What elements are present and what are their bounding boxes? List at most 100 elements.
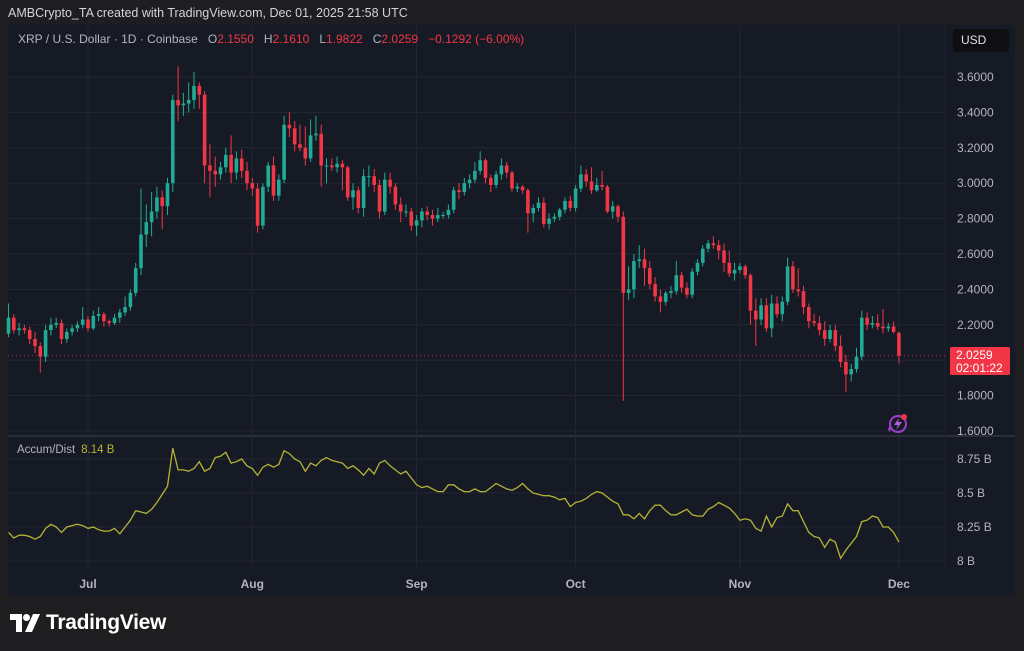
candle-body (838, 346, 843, 362)
candle (388, 172, 392, 194)
candle-body (653, 284, 657, 297)
candle (716, 239, 721, 260)
bar-countdown: 02:01:22 (956, 361, 1003, 375)
candle-body (732, 269, 737, 274)
candle-body (542, 202, 546, 224)
candle (59, 319, 64, 345)
candle (648, 261, 652, 290)
candle (568, 195, 573, 212)
candle (865, 312, 869, 331)
candle (785, 257, 790, 306)
candle-body (796, 289, 800, 292)
axes: 3.6000 3.4000 3.2000 3.0000 2.8000 2.6000 2.40… (79, 70, 994, 591)
candle-body (679, 275, 684, 288)
candle (526, 188, 530, 233)
candle (489, 174, 493, 193)
candle (791, 261, 795, 293)
candle (732, 262, 737, 281)
candle-body (436, 215, 440, 219)
lightning-bolt-sparkle-icon[interactable] (884, 412, 910, 436)
candle (377, 179, 382, 219)
candle-body (632, 261, 636, 290)
candle (351, 183, 355, 210)
candle (33, 331, 37, 354)
candle (250, 177, 255, 196)
time-tick-label: Dec (888, 577, 910, 591)
currency-button[interactable]: USD (953, 29, 1009, 52)
candle (70, 324, 74, 336)
candle (542, 197, 546, 228)
candle (319, 124, 323, 187)
candle-body (314, 133, 318, 136)
price-tick-label: 3.4000 (957, 105, 994, 119)
candle-body (775, 303, 779, 315)
candle (65, 328, 69, 343)
candle (271, 156, 276, 201)
candle (245, 161, 249, 191)
candle-body (86, 319, 90, 329)
price-tick-label: 1.8000 (957, 389, 994, 403)
candle-body (171, 100, 175, 184)
candle-body (27, 330, 32, 339)
candle (807, 303, 811, 329)
candle-body (393, 186, 398, 205)
candle-body (345, 167, 350, 198)
candle-body (298, 144, 302, 148)
candle-body (65, 331, 69, 339)
candle-body (155, 197, 159, 212)
candle (796, 268, 800, 297)
candle (86, 315, 90, 332)
candle-body (568, 200, 573, 208)
candle-body (764, 305, 769, 329)
candle (186, 82, 191, 113)
candle-body (197, 85, 202, 95)
candle (197, 82, 202, 109)
candle (610, 200, 615, 219)
price-tick-label: 2.2000 (957, 318, 994, 332)
candle (38, 342, 43, 373)
candle-body (886, 326, 891, 329)
chart-panel[interactable] (8, 25, 1015, 596)
candle (292, 121, 297, 152)
candle-body (59, 323, 64, 339)
candle (181, 92, 186, 116)
candle (165, 177, 170, 216)
candle (557, 207, 562, 221)
candle (838, 335, 843, 368)
candle (6, 303, 11, 338)
candle (340, 160, 345, 191)
accum-dist-line (8, 447, 900, 560)
candle (96, 307, 101, 322)
symbol-legend[interactable]: XRP / U.S. Dollar · 1D · Coinbase O2.155… (18, 32, 524, 46)
accum-dist-pane (8, 447, 900, 560)
candle-body (822, 330, 827, 339)
indicator-name: Accum/Dist (17, 444, 76, 456)
candle (139, 188, 143, 276)
candle-body (181, 103, 186, 106)
candle (897, 331, 901, 364)
candle (335, 156, 339, 173)
candle-body (801, 291, 806, 308)
price-tick-label: 2.6000 (957, 247, 994, 261)
candle (409, 207, 414, 231)
candle (80, 307, 85, 329)
candle-body (510, 172, 514, 189)
candle-body (690, 271, 694, 295)
candle-body (897, 332, 901, 356)
candle-body (404, 211, 408, 213)
candle (499, 158, 504, 180)
candle (769, 294, 774, 338)
candle (706, 239, 710, 253)
candle-body (38, 346, 43, 357)
tradingview-watermark: TradingView (10, 611, 166, 635)
candle (229, 135, 233, 184)
candle-body (563, 200, 567, 210)
candle (473, 161, 477, 184)
candle (849, 363, 853, 382)
indicator-legend[interactable]: Accum/Dist 8.14 B (17, 444, 114, 456)
price-tick-label: 3.0000 (957, 176, 994, 190)
candle-body (128, 292, 133, 308)
candle (457, 183, 461, 200)
candle (626, 266, 631, 301)
